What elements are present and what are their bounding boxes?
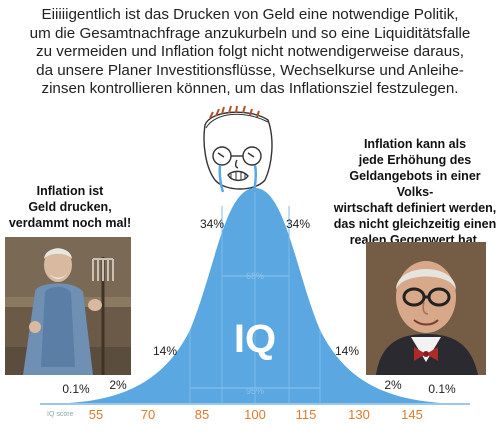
tick-label: 70 [141,407,155,422]
header-line: um die Gesamtnachfrage anzukurbeln und s… [29,24,471,42]
pct-right-2: 2% [384,378,402,392]
range-68-label: 68% [246,271,264,281]
tick-label: 115 [296,407,317,422]
axis-label: IQ score [47,411,74,418]
right-quote-line: das nicht gleichzeitig einen [333,217,497,231]
tick-label: 130 [348,407,370,422]
tick-label: 55 [89,407,103,422]
left-quote-line: verdammt noch mal! [8,216,132,230]
pct-far-left: 0.1% [62,382,90,396]
pct-right-14: 14% [335,344,359,358]
crying-wojak-illustration [203,105,273,193]
tick-label: 145 [401,407,423,422]
right-quote-line: jede Erhöhung des [358,153,472,167]
tick-label: 85 [195,407,209,422]
header-line: da unsere Planer Investitionsflüsse, Wec… [36,61,464,79]
header-line: zinsen kontrollieren können, um das Infl… [41,80,459,97]
pct-left-14: 14% [153,344,177,358]
header-line: Eiiiiigentlich ist das Drucken von Geld … [41,6,459,23]
right-quote-line: Geldangebots in einer Volks- [349,169,481,199]
pct-right-34: 34% [286,217,310,231]
pct-far-right: 0.1% [428,382,456,396]
pct-left-2: 2% [109,378,127,392]
economist-illustration [366,242,486,375]
left-photo-farmer [5,237,131,375]
left-quote: Inflation ist Geld drucken, verdammt noc… [0,183,140,231]
left-quote-line: Inflation ist [36,184,104,198]
right-photo-economist [366,242,486,375]
farmer-illustration [5,237,131,375]
left-quote-line: Geld drucken, [28,200,112,214]
header-text: Eiiiiigentlich ist das Drucken von Geld … [8,6,492,99]
tick-label: 100 [244,407,266,422]
iq-center-label: IQ [234,317,276,361]
range-95-label: 95% [246,386,264,396]
right-quote: Inflation kann als jede Erhöhung des Gel… [330,136,500,248]
header-line: zu vermeiden und Inflation folgt nicht n… [35,43,465,60]
right-quote-line: wirtschaft definiert werden, [333,201,497,215]
right-quote-line: Inflation kann als [363,137,467,151]
pct-left-34: 34% [200,217,224,231]
